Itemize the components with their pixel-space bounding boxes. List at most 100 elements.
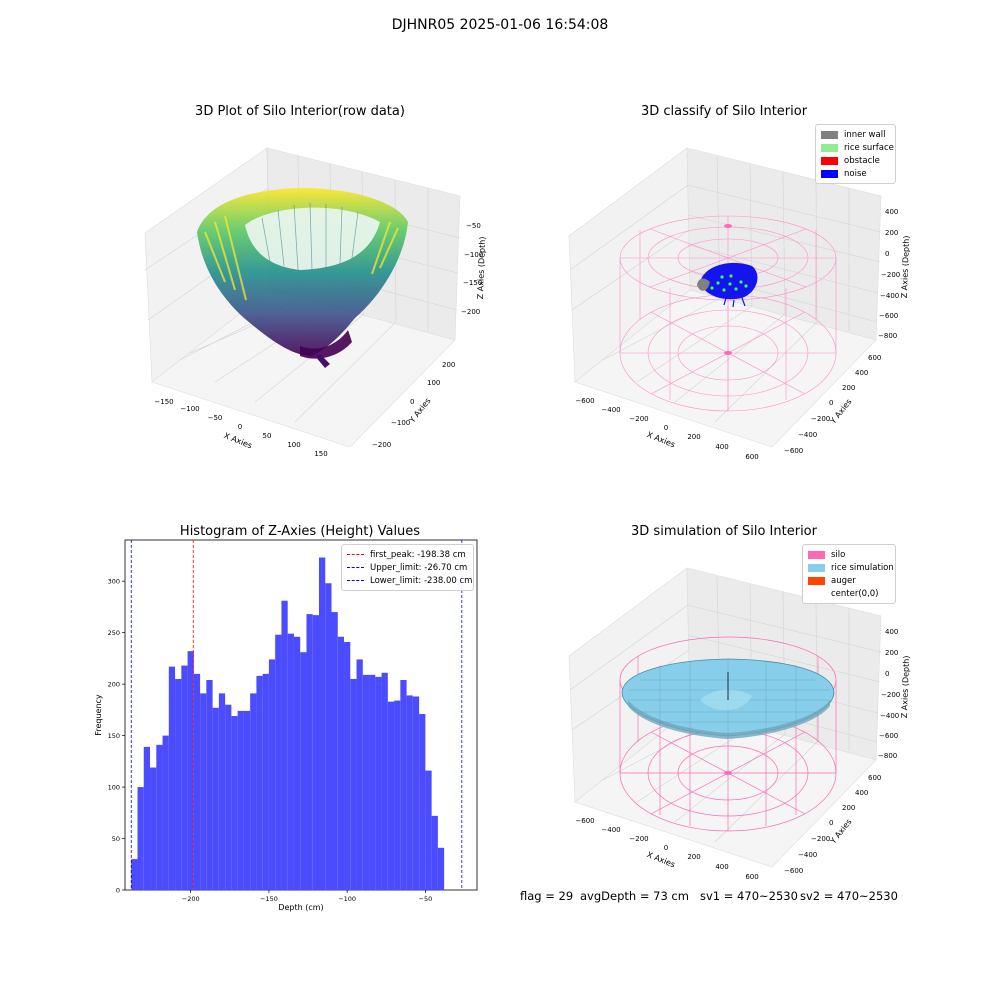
legend-swatch — [808, 550, 825, 559]
histogram-bar — [275, 634, 282, 890]
simulation-x-tick: 0 — [664, 844, 668, 852]
legend-item: Upper_limit: -26.70 cm — [347, 561, 468, 574]
legend-label: noise — [844, 168, 867, 179]
histogram-bar — [162, 735, 169, 890]
histogram-y-tick-label: 150 — [108, 732, 120, 740]
histogram-bar — [419, 713, 426, 890]
histogram-bar — [406, 695, 413, 890]
legend-label: first_peak: -198.38 cm — [370, 549, 466, 560]
simulation-z-tick: −200 — [881, 691, 900, 699]
histogram-bar — [150, 767, 157, 890]
simulation-z-tick: −800 — [878, 752, 897, 760]
classify-z-tick: 200 — [885, 229, 898, 237]
histogram-y-tick-label: 200 — [108, 681, 120, 689]
histogram-bar — [168, 666, 176, 890]
classify-z-label: Z Axies (Depth) — [900, 235, 911, 298]
raw-z-tick: −100 — [464, 251, 483, 259]
histogram-y-tick-label: 100 — [108, 784, 120, 792]
raw-y-tick: 0 — [410, 398, 414, 406]
classify-x-tick: −400 — [601, 406, 620, 414]
simulation-bottom-center-marker — [724, 771, 732, 775]
histogram-bar — [362, 674, 370, 890]
raw-x-tick: 150 — [314, 450, 327, 458]
classify-top-center-marker — [724, 224, 732, 228]
histogram-bar — [344, 641, 351, 890]
classify-y-tick: 600 — [868, 354, 881, 362]
simulation-z-label: Z Axies (Depth) — [900, 655, 911, 718]
legend-label: Upper_limit: -26.70 cm — [370, 562, 468, 573]
histogram-bar — [143, 746, 151, 890]
raw-y-tick: −200 — [372, 441, 391, 449]
histogram-bar — [437, 847, 445, 890]
classify-x-ticks: −600 −400 −200 0 200 400 600 — [575, 397, 758, 461]
histogram-bar — [356, 659, 363, 890]
legend-item: inner wall — [821, 128, 890, 141]
classify-y-tick: −600 — [784, 447, 803, 455]
histogram-title: Histogram of Z-Axies (Height) Values — [179, 524, 421, 539]
classify-y-tick: 200 — [842, 384, 855, 392]
raw-point-cloud — [197, 188, 408, 368]
simulation-y-tick: 200 — [842, 804, 855, 812]
raw-z-tick: −150 — [463, 279, 482, 287]
histogram-bar — [375, 676, 382, 890]
raw-x-ticks: −150 −100 −50 0 50 100 150 — [154, 398, 327, 458]
legend-swatch — [808, 576, 825, 585]
histogram-bar — [387, 701, 395, 890]
classify-bottom-center-marker — [724, 351, 732, 355]
histogram-bar — [300, 652, 307, 890]
legend-label: rice simulation — [831, 562, 894, 573]
legend-label: auger — [831, 575, 856, 586]
raw-y-tick: −100 — [391, 419, 410, 427]
legend-label: obstacle — [844, 155, 880, 166]
simulation-z-tick: 200 — [885, 649, 898, 657]
histogram-y-tick-label: 0 — [116, 887, 120, 895]
legend-swatch — [821, 156, 838, 165]
histogram-x-tick-label: −100 — [338, 895, 356, 903]
avg-depth-text: avgDepth = 73 cm — [580, 889, 689, 903]
raw-plot-title: 3D Plot of Silo Interior(row data) — [195, 104, 405, 119]
histogram-bar — [369, 674, 376, 890]
histogram-y-ticks: 0 50 100 150 200 250 300 — [108, 578, 125, 895]
histogram-bar — [394, 700, 401, 890]
histogram-x-label: Depth (cm) — [278, 903, 323, 912]
legend-label: silo — [831, 549, 846, 560]
raw-x-label: X Axies — [223, 431, 254, 450]
simulation-z-tick: 400 — [885, 628, 898, 636]
classify-z-ticks: 400 200 0 −200 −400 −600 −800 — [878, 208, 900, 340]
histogram-x-ticks: −200 −150 −100 −50 — [182, 890, 432, 903]
histogram-bar — [431, 815, 438, 890]
simulation-z-tick: −400 — [880, 712, 899, 720]
simulation-y-tick: 400 — [855, 789, 868, 797]
classify-z-tick: −800 — [878, 332, 897, 340]
histogram-bar — [331, 612, 338, 890]
histogram-bar — [206, 680, 213, 890]
flag-text: flag = 29 — [520, 889, 574, 903]
simulation-y-tick: 0 — [829, 819, 833, 827]
histogram-bar — [425, 770, 432, 890]
classify-plot-title: 3D classify of Silo Interior — [640, 104, 808, 119]
legend-label: Lower_limit: -238.00 cm — [370, 575, 473, 586]
histogram-bar — [131, 859, 138, 890]
legend-item: center(0,0) — [808, 587, 890, 600]
simulation-x-tick: 400 — [715, 863, 728, 871]
histogram-legend: first_peak: -198.38 cm Upper_limit: -26.… — [341, 544, 474, 591]
simulation-legend: silo rice simulation auger center(0,0) — [802, 544, 896, 604]
histogram-bar — [212, 707, 219, 890]
simulation-z-tick: 0 — [885, 670, 889, 678]
histogram-bar — [381, 672, 388, 890]
histogram-bar — [412, 696, 420, 890]
histogram-bar — [281, 600, 288, 890]
raw-x-tick: 0 — [238, 423, 242, 431]
histogram-y-label: Frequency — [94, 694, 103, 736]
classify-x-tick: 0 — [664, 424, 668, 432]
raw-x-tick: 100 — [287, 441, 300, 449]
legend-swatch — [821, 130, 838, 139]
classify-point-cloud — [697, 262, 758, 308]
histogram-bar — [156, 744, 163, 890]
raw-y-ticks: −200 −100 0 100 200 — [372, 361, 455, 449]
classify-legend: inner wall rice surface obstacle noise — [815, 124, 896, 184]
classify-x-tick: 600 — [745, 453, 758, 461]
histogram-bar — [237, 710, 244, 890]
legend-item: first_peak: -198.38 cm — [347, 548, 468, 561]
